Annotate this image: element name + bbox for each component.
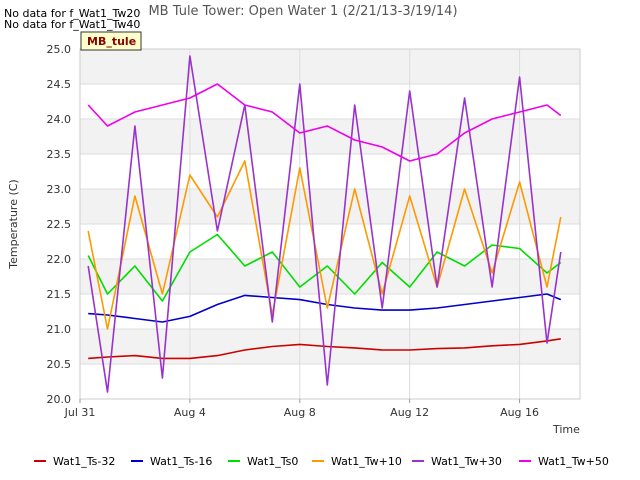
y-tick-label: 20.5 xyxy=(47,358,72,371)
plot-band xyxy=(80,154,580,189)
legend-item: Wat1_Tw+10 xyxy=(312,455,402,468)
legend-item: Wat1_Tw+50 xyxy=(519,455,609,468)
series-line xyxy=(87,160,562,330)
legend-item: Wat1_Ts-16 xyxy=(131,455,212,468)
y-axis-label: Temperature (C) xyxy=(7,179,20,269)
y-tick-label: 23.0 xyxy=(47,183,72,196)
x-tick-label: Jul 31 xyxy=(64,406,96,419)
legend-label: Wat1_Tw+30 xyxy=(431,455,502,468)
station-badge: MB_tule xyxy=(80,31,142,51)
plot-frame xyxy=(79,48,581,400)
badge-label: MB_tule xyxy=(87,35,136,48)
y-tick-label: 21.0 xyxy=(47,323,72,336)
plot-band xyxy=(80,84,580,119)
series-line xyxy=(88,338,561,360)
plot-band xyxy=(80,49,580,84)
y-axis: 20.0 20.5 21.0 21.5 22.0 22.5 23.0 23.5 24.0 24.5… xyxy=(47,43,72,406)
legend-item: Wat1_Ts0 xyxy=(228,455,298,468)
plot-area xyxy=(80,49,580,399)
y-tick-label: 24.0 xyxy=(47,113,72,126)
plot-band xyxy=(80,259,580,294)
y-tick-label: 22.0 xyxy=(47,253,72,266)
badge-box xyxy=(80,31,142,51)
y-tick-label: 23.5 xyxy=(47,148,72,161)
plot-band xyxy=(80,119,580,154)
x-tick-label: Aug 16 xyxy=(500,406,539,419)
y-tick-label: 20.0 xyxy=(47,393,72,406)
series-layer xyxy=(87,55,562,393)
series-line xyxy=(87,233,562,302)
plot-band xyxy=(80,364,580,399)
y-tick-label: 25.0 xyxy=(47,43,72,56)
x-tick-label: Aug 8 xyxy=(284,406,316,419)
x-axis: Jul 31 Aug 4 Aug 8 Aug 12 Aug 16 xyxy=(64,399,539,419)
plot-band xyxy=(80,189,580,224)
series-line xyxy=(87,55,562,393)
y-tick-label: 24.5 xyxy=(47,78,72,91)
no-data-note: No data for f_Wat1_Tw40 xyxy=(4,18,140,31)
legend-label: Wat1_Tw+10 xyxy=(331,455,402,468)
x-tick-label: Aug 4 xyxy=(174,406,206,419)
y-tick-label: 21.5 xyxy=(47,288,72,301)
legend-item: Wat1_Ts-32 xyxy=(34,455,115,468)
chart-title: MB Tule Tower: Open Water 1 (2/21/13-3/1… xyxy=(148,4,457,19)
no-data-note: No data for f_Wat1_Tw20 xyxy=(4,7,140,20)
x-axis-label: Time xyxy=(552,423,580,436)
x-tick-label: Aug 12 xyxy=(390,406,429,419)
legend-label: Wat1_Ts0 xyxy=(247,455,298,468)
legend-item: Wat1_Tw+30 xyxy=(412,455,502,468)
legend-label: Wat1_Ts-32 xyxy=(53,455,115,468)
legend: Wat1_Ts-32 Wat1_Ts-16 Wat1_Ts0 Wat1_Tw+10 Wa… xyxy=(34,455,609,468)
legend-label: Wat1_Tw+50 xyxy=(538,455,609,468)
series-line xyxy=(87,83,562,162)
legend-label: Wat1_Ts-16 xyxy=(150,455,212,468)
y-tick-label: 22.5 xyxy=(47,218,72,231)
